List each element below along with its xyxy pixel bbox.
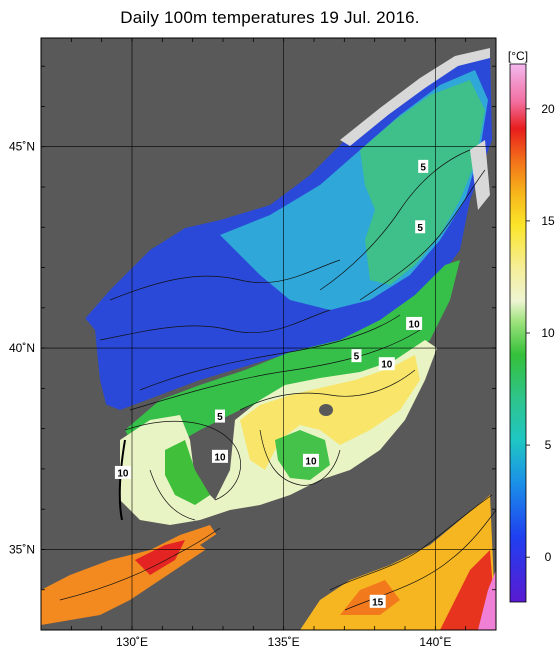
- contour-label: 5: [354, 352, 360, 363]
- contour-label: 10: [117, 468, 129, 479]
- lat-tick-label: 45˚N: [9, 140, 35, 154]
- colorbar-ticks: 0 5 10 15 20: [526, 102, 555, 564]
- colorbar-tick-label: 5: [545, 438, 552, 452]
- colorbar-tick-label: 15: [541, 214, 555, 228]
- map-field: [41, 38, 496, 630]
- sea-green-band: [125, 260, 460, 460]
- thick-contour-korea-strait: [118, 439, 126, 521]
- map-frame: [40, 37, 497, 631]
- graticule: [41, 38, 496, 630]
- contour-label: 10: [381, 360, 393, 371]
- contour-label-box: [378, 357, 395, 371]
- lon-tick-label: 135˚E: [268, 635, 300, 649]
- colorbar-gradient: [509, 63, 527, 603]
- lat-tick-label: 35˚N: [9, 542, 35, 556]
- lon-tick-label: 140˚E: [419, 635, 451, 649]
- sea-pacific-red: [440, 550, 496, 630]
- lat-tick-label: 40˚N: [9, 341, 35, 355]
- contour-lines: [59, 149, 496, 611]
- contour-label: 10: [214, 452, 226, 463]
- contour-label: 5: [420, 162, 426, 173]
- colorbar-unit-label: [°C]: [508, 49, 528, 63]
- contour-label: 10: [409, 319, 421, 330]
- contour-label-box: [211, 449, 228, 463]
- colorbar-tick-label: 0: [545, 550, 552, 564]
- nodata-japan-coast: [470, 140, 490, 210]
- contour-label-box: [418, 159, 429, 173]
- map-title: Daily 100m temperatures 19 Jul. 2016.: [120, 8, 420, 27]
- nodata-north-fringe: [340, 48, 490, 146]
- sea-red-patch: [135, 540, 185, 575]
- contour-label-box: [415, 220, 426, 234]
- axis-labels: 130˚E 135˚E 140˚E 35˚N 40˚N 45˚N: [9, 38, 497, 649]
- sea-pacific-pink: [478, 570, 496, 630]
- land-korea: [41, 300, 120, 570]
- contour-label-box: [302, 453, 319, 467]
- contour-labels: 5 5 10 5 10 5 10 10 10 15: [114, 159, 429, 608]
- land-japan-honshu: [200, 235, 496, 580]
- land-north-coast: [41, 38, 496, 330]
- contour-label-box: [369, 594, 386, 608]
- colorbar: [°C] 0 5 10 15 20: [508, 49, 555, 603]
- contour-label: 10: [305, 456, 317, 467]
- colorbar-tick-label: 20: [541, 102, 555, 116]
- sea-green-eddy: [165, 440, 210, 505]
- contour-label: 15: [372, 597, 384, 608]
- sea-green-eddy-2: [275, 430, 330, 480]
- contour-label-box: [406, 316, 423, 330]
- contour-label-box: [114, 465, 131, 479]
- contour-label: 5: [417, 223, 423, 234]
- contour-label: 5: [217, 412, 223, 423]
- island-oki: [319, 404, 333, 416]
- contour-label-box: [214, 409, 225, 423]
- colorbar-tick-label: 10: [541, 326, 555, 340]
- contour-label-box: [351, 349, 362, 363]
- lon-tick-label: 130˚E: [116, 635, 148, 649]
